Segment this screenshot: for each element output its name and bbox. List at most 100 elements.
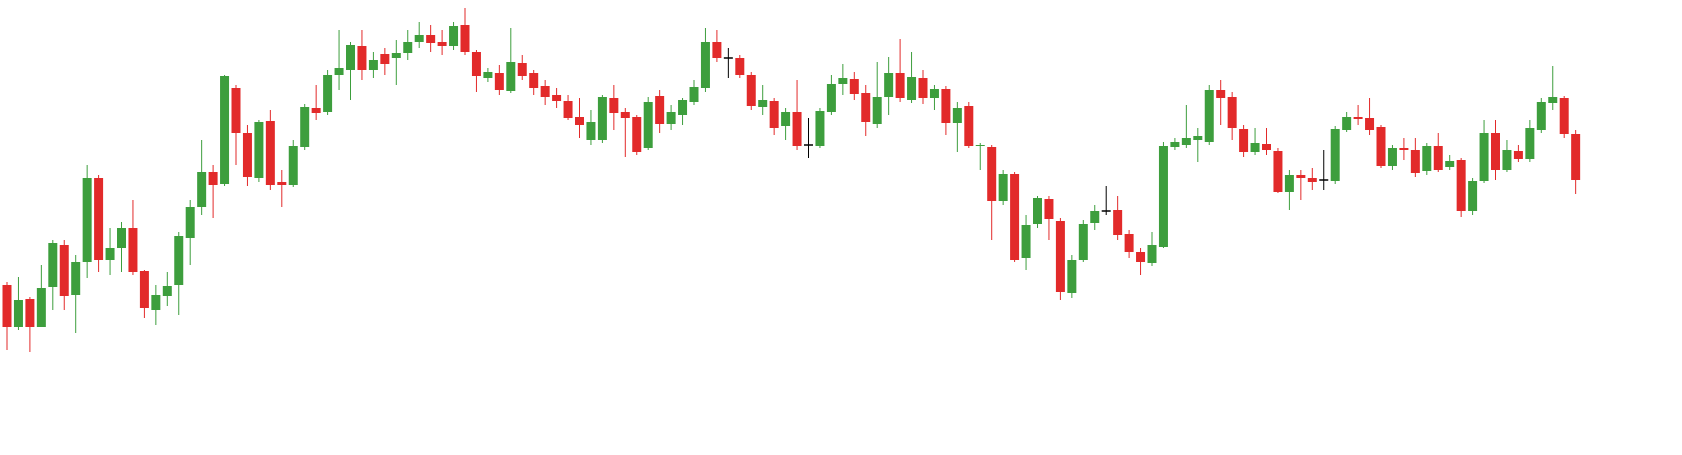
body (655, 96, 665, 124)
body (391, 53, 401, 58)
body (781, 112, 791, 126)
body (1010, 174, 1020, 260)
body (895, 73, 905, 98)
body (380, 54, 390, 64)
body (494, 73, 504, 90)
body (872, 97, 882, 124)
body (1456, 160, 1466, 211)
body (231, 88, 241, 133)
body (220, 76, 230, 184)
body (437, 42, 447, 46)
body (1571, 134, 1581, 180)
body (48, 243, 58, 287)
body (815, 111, 825, 146)
body (1513, 151, 1523, 159)
body (323, 75, 333, 112)
body (265, 121, 275, 185)
body (2, 285, 12, 327)
body (105, 248, 115, 260)
body (735, 58, 745, 75)
body (689, 87, 699, 102)
body (712, 42, 722, 58)
body (1055, 221, 1065, 292)
body (1044, 199, 1054, 219)
body (460, 25, 470, 52)
body (575, 117, 584, 125)
body (254, 122, 264, 178)
body (483, 72, 493, 78)
body (632, 117, 642, 152)
body (1239, 129, 1249, 152)
body (1445, 161, 1455, 167)
body (1136, 252, 1146, 262)
body (517, 63, 527, 76)
body (1330, 129, 1340, 181)
body (1284, 175, 1294, 192)
body (907, 77, 917, 100)
body (1422, 146, 1432, 171)
body (300, 107, 310, 147)
body (1353, 117, 1363, 119)
body (620, 112, 630, 118)
body (792, 112, 802, 146)
body (952, 108, 962, 123)
body (758, 100, 768, 107)
body (975, 145, 985, 146)
body (1307, 178, 1317, 182)
body (769, 101, 779, 128)
body (1227, 97, 1237, 128)
body (861, 93, 871, 122)
body (334, 68, 344, 75)
body (471, 52, 481, 76)
body (552, 95, 562, 101)
body (941, 89, 951, 123)
body (1078, 224, 1088, 260)
body (36, 288, 46, 327)
body (1376, 127, 1386, 166)
body (1491, 133, 1500, 170)
body (1296, 175, 1306, 178)
body (1502, 150, 1512, 170)
body (1124, 234, 1134, 252)
body (1273, 151, 1283, 192)
body (1216, 90, 1226, 98)
body (998, 174, 1008, 201)
body (368, 60, 378, 70)
body (414, 35, 424, 42)
body (13, 300, 23, 327)
body (1536, 102, 1546, 130)
body (746, 75, 756, 106)
body (94, 178, 104, 260)
body (1365, 118, 1375, 130)
body (151, 295, 161, 310)
body (25, 299, 35, 327)
body (826, 84, 836, 112)
body (964, 106, 974, 146)
body (563, 101, 573, 118)
body (1158, 146, 1168, 247)
body (700, 42, 710, 88)
body (1433, 146, 1443, 170)
body (208, 172, 218, 185)
body (1067, 260, 1077, 293)
body (838, 78, 848, 84)
body (666, 112, 676, 124)
body (529, 73, 539, 88)
body (426, 35, 436, 43)
body (311, 108, 321, 113)
body (449, 26, 459, 46)
body (197, 172, 207, 207)
body (643, 102, 653, 148)
body (403, 42, 413, 53)
body (1468, 181, 1478, 211)
body (185, 207, 195, 238)
body (71, 262, 81, 295)
body (678, 100, 688, 115)
body (1033, 198, 1042, 224)
body (1193, 136, 1203, 140)
body (987, 147, 997, 201)
body (1525, 128, 1535, 159)
body (59, 245, 69, 296)
